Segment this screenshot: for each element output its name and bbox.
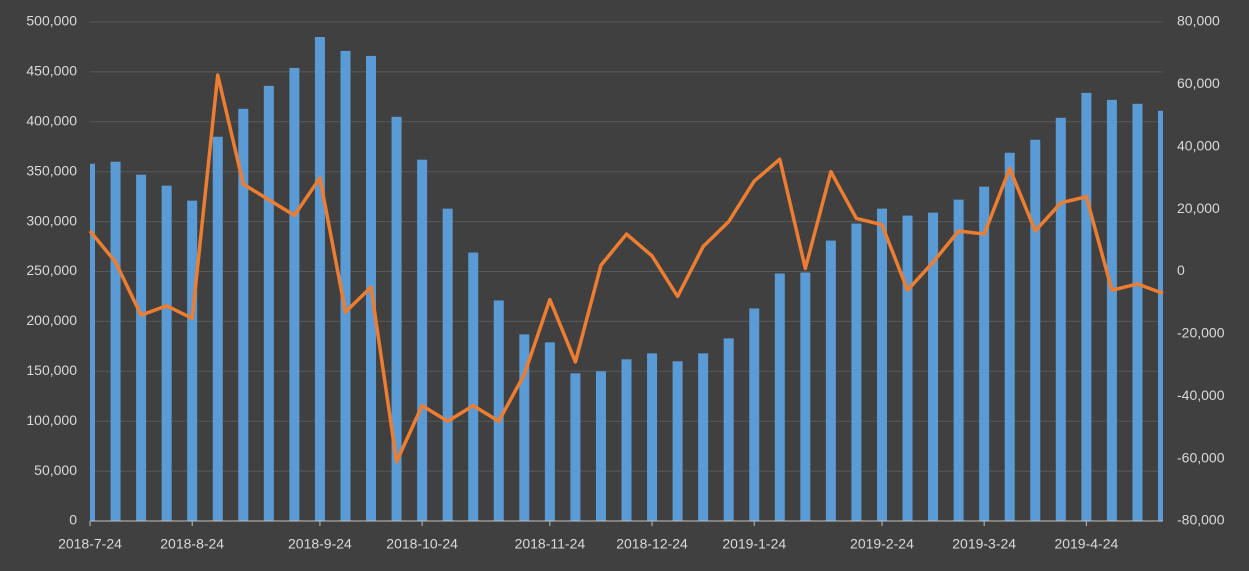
bar (544, 342, 555, 521)
bar (161, 185, 172, 521)
y-tick-label: 100,000 (26, 412, 77, 428)
bar (723, 338, 734, 521)
bar (1158, 110, 1163, 522)
bar (800, 272, 811, 521)
x-tick-label: 2018-11-24 (515, 536, 586, 552)
y-tick-label: 500,000 (26, 13, 77, 29)
y-tick-label: 0 (69, 512, 77, 528)
bar (442, 208, 453, 521)
x-tick-label: 2018-10-24 (386, 536, 458, 552)
bar (187, 200, 198, 521)
x-tick-label: 2019-2-24 (850, 536, 914, 552)
bar (928, 212, 939, 522)
y2-tick-label: -60,000 (1177, 449, 1225, 465)
bar (289, 67, 300, 522)
bar (314, 36, 325, 521)
y2-tick-label: 20,000 (1177, 200, 1220, 216)
y2-tick-label: 40,000 (1177, 137, 1220, 153)
bar (1132, 103, 1143, 521)
bar (595, 371, 606, 521)
bar (902, 215, 913, 521)
bar (851, 223, 862, 521)
bar (979, 186, 990, 522)
bar (263, 85, 274, 521)
line (88, 73, 1164, 464)
y-tick-label: 250,000 (26, 262, 77, 278)
y-tick-label: 450,000 (26, 63, 77, 79)
y-tick-label: 150,000 (26, 362, 77, 378)
bar (749, 308, 760, 521)
y2-tick-label: -40,000 (1177, 387, 1225, 403)
y2-tick-label: -80,000 (1177, 512, 1225, 528)
bar (519, 334, 530, 521)
x-tick-label: 2018-8-24 (160, 536, 224, 552)
x-tick-label: 2018-7-24 (58, 536, 122, 552)
bar (672, 361, 683, 521)
bar (90, 163, 95, 521)
x-tick-label: 2019-1-24 (722, 536, 786, 552)
bar (1081, 92, 1092, 521)
bar (698, 353, 709, 521)
bar (876, 208, 887, 521)
bar (1055, 117, 1066, 522)
x-tick-label: 2019-4-24 (1054, 536, 1118, 552)
y-tick-label: 350,000 (26, 162, 77, 178)
y-tick-label: 200,000 (26, 312, 77, 328)
bar (570, 373, 581, 521)
x-tick-label: 2019-3-24 (952, 536, 1016, 552)
bar (212, 136, 223, 521)
bar (1030, 139, 1041, 521)
bar (468, 252, 479, 521)
bar (1004, 152, 1015, 521)
bar (238, 108, 249, 522)
y2-tick-label: 80,000 (1177, 13, 1220, 29)
bar (110, 161, 121, 521)
bar (953, 199, 964, 522)
bar (493, 300, 504, 521)
bar (647, 353, 658, 521)
y2-tick-label: 0 (1177, 262, 1185, 278)
bar (417, 159, 428, 521)
y2-tick-label: 60,000 (1177, 75, 1220, 91)
bar (391, 116, 402, 521)
bar (825, 240, 836, 521)
y-tick-label: 50,000 (34, 462, 77, 478)
bar (340, 50, 351, 521)
y2-tick-label: -20,000 (1177, 325, 1225, 341)
x-tick-label: 2018-12-24 (616, 536, 688, 552)
bar (136, 174, 147, 521)
y-tick-label: 400,000 (26, 113, 77, 129)
x-tick-label: 2018-9-24 (288, 536, 352, 552)
bar (774, 273, 785, 521)
bar (1106, 99, 1117, 522)
y-tick-label: 300,000 (26, 212, 77, 228)
bar (621, 359, 632, 521)
